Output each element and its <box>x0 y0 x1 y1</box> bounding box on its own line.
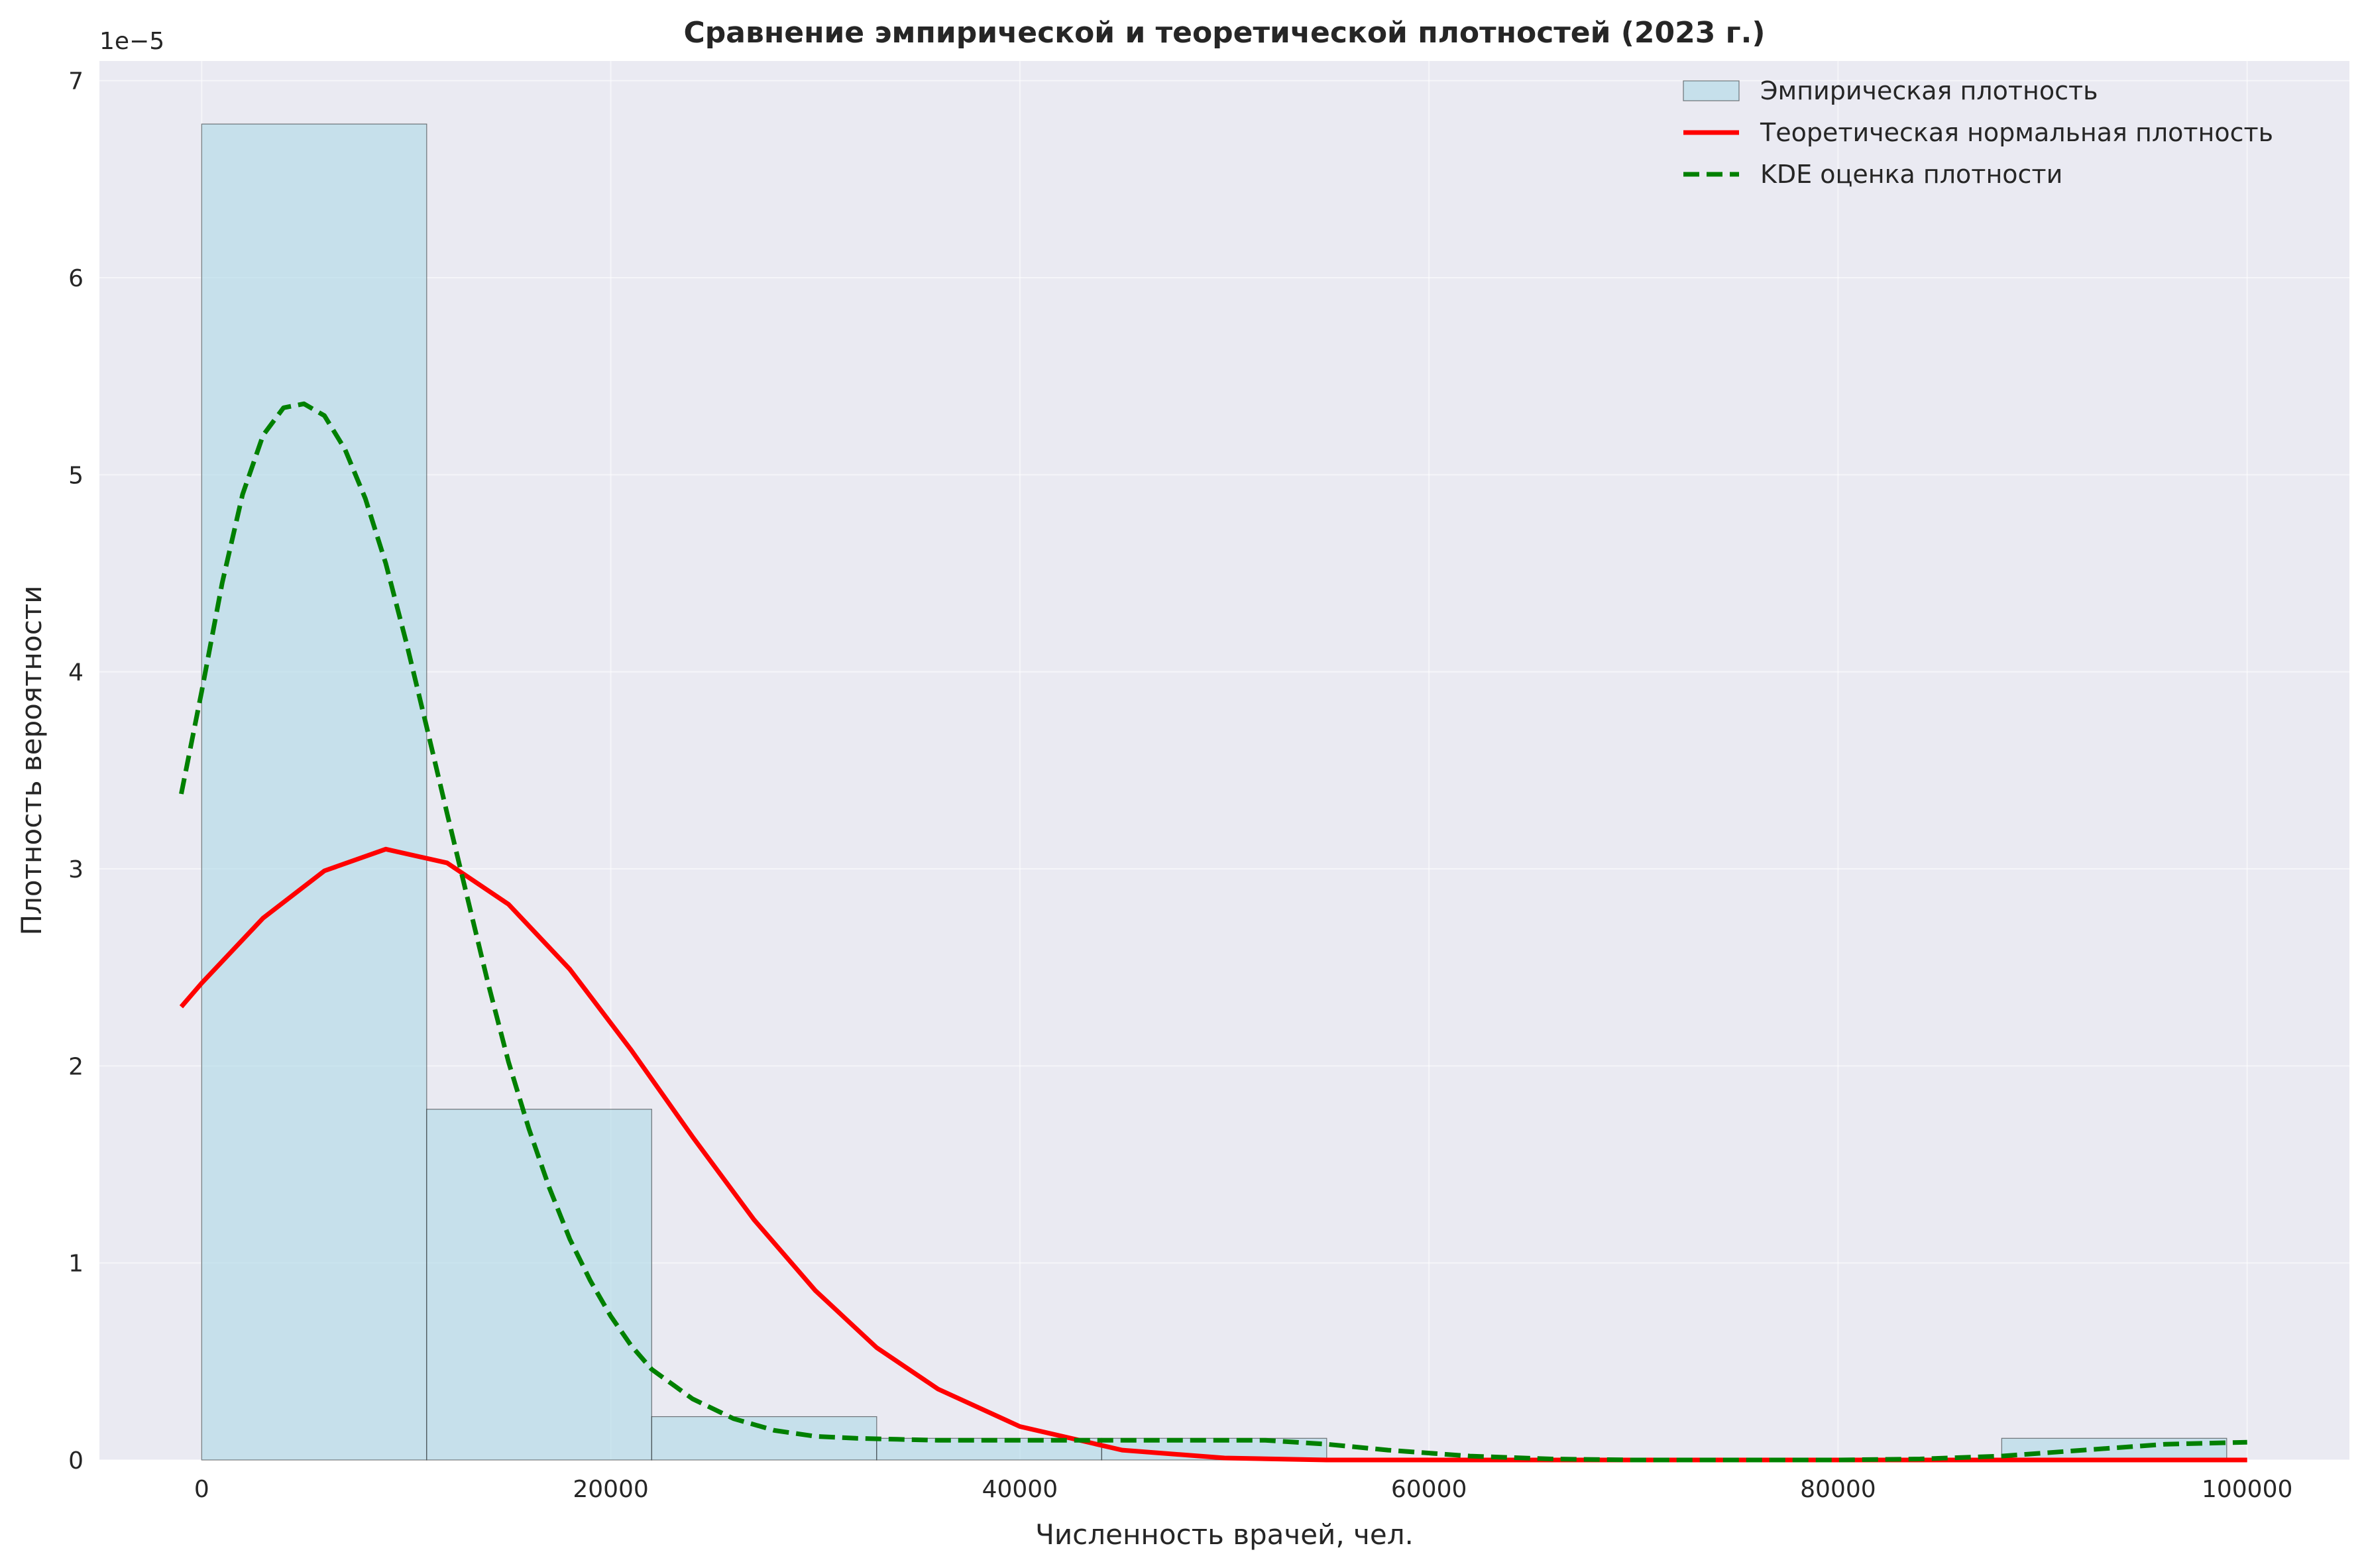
x-tick-label-2: 40000 <box>982 1476 1058 1503</box>
histogram-bar-1 <box>426 1109 652 1461</box>
x-tick-label-3: 60000 <box>1391 1476 1467 1503</box>
legend-entry-histogram: Эмпирическая плотность <box>1760 76 2098 105</box>
histogram-bars <box>201 123 2227 1461</box>
y-offset-label: 1e−5 <box>99 28 164 55</box>
y-tick-label-7: 7 <box>68 68 84 95</box>
y-tick-labels: 0 1 2 3 4 5 6 7 <box>68 68 84 1475</box>
legend-entry-kde: KDE оценка плотности <box>1760 160 2062 189</box>
histogram-bar-0 <box>201 123 427 1461</box>
x-tick-label-4: 80000 <box>1800 1476 1876 1503</box>
series-lines <box>179 401 2247 1463</box>
series-line-1 <box>179 401 2247 1463</box>
legend-entry-normal: Теоретическая нормальная плотность <box>1760 118 2273 147</box>
histogram-bar-2 <box>651 1416 877 1461</box>
x-axis-label: Численность врачей, чел. <box>1035 1518 1414 1551</box>
x-tick-label-1: 20000 <box>573 1476 649 1503</box>
chart-title: Сравнение эмпирической и теоретической п… <box>684 16 1766 50</box>
legend-swatch-histogram <box>1683 80 1740 101</box>
legend: Эмпирическая плотность Теоретическая нор… <box>1683 76 2273 189</box>
x-tick-label-5: 100000 <box>2202 1476 2292 1503</box>
y-tick-label-2: 2 <box>68 1053 84 1080</box>
y-tick-label-5: 5 <box>68 462 84 489</box>
y-tick-label-4: 4 <box>68 659 84 687</box>
y-tick-label-0: 0 <box>68 1447 84 1475</box>
series-line-0 <box>179 846 2247 1463</box>
y-tick-label-6: 6 <box>68 265 84 292</box>
y-axis-label: Плотность вероятности <box>15 585 48 935</box>
y-tick-label-1: 1 <box>68 1251 84 1278</box>
y-tick-label-3: 3 <box>68 856 84 883</box>
x-tick-labels: 0 20000 40000 60000 80000 100000 <box>194 1476 2293 1503</box>
x-tick-label-0: 0 <box>194 1476 209 1503</box>
